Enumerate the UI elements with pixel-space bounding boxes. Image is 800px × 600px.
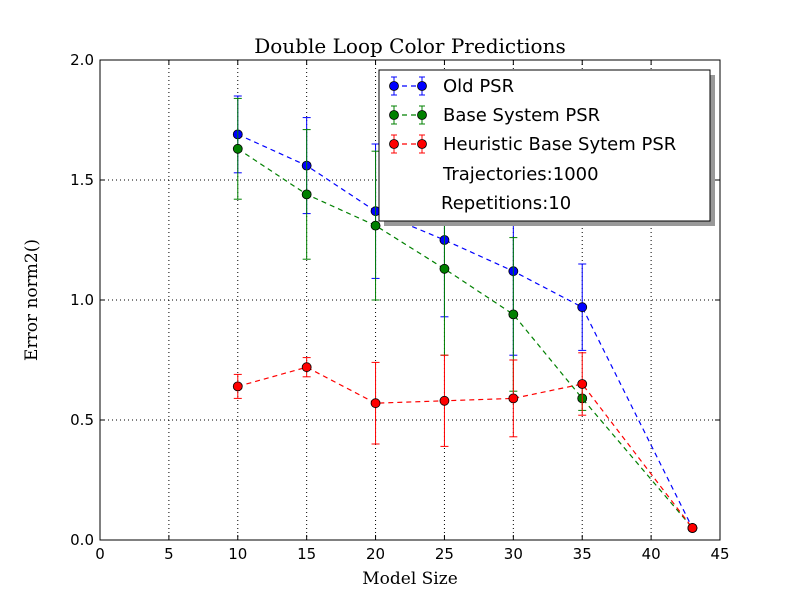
y-tick-label: 0.5 <box>70 411 94 429</box>
x-axis-label: Model Size <box>362 569 458 589</box>
legend-repetitions: Repetitions:10 <box>441 193 571 214</box>
data-point <box>577 379 588 389</box>
legend-entry-1: Base System PSR <box>389 105 600 126</box>
x-tick-label: 20 <box>366 545 385 563</box>
x-tick-label: 15 <box>297 545 316 563</box>
data-point <box>301 362 312 373</box>
legend-label: Heuristic Base Sytem PSR <box>443 134 676 155</box>
x-tick-label: 40 <box>642 545 661 563</box>
y-tick-label: 1.5 <box>70 171 94 189</box>
x-tick-label: 45 <box>710 545 729 563</box>
series-layer <box>232 95 698 533</box>
legend-label: Old PSR <box>443 76 514 97</box>
legend-marker <box>389 81 399 91</box>
x-tick-label: 10 <box>228 545 247 563</box>
y-tick-label: 1.0 <box>70 291 94 309</box>
data-point <box>687 523 698 533</box>
legend-entry-0: Old PSR <box>389 76 514 97</box>
legend-marker <box>389 139 399 149</box>
x-tick-label: 30 <box>504 545 523 563</box>
legend-marker <box>389 110 399 120</box>
y-tick-label: 2.0 <box>70 51 94 69</box>
legend-marker <box>417 81 427 91</box>
legend-label: Base System PSR <box>443 105 600 126</box>
x-tick-label: 0 <box>95 545 105 563</box>
data-point <box>232 143 243 154</box>
legend-entry-2: Heuristic Base Sytem PSR <box>389 134 676 155</box>
x-tick-label: 35 <box>573 545 592 563</box>
legend-box <box>378 69 711 222</box>
legend-trajectories: Trajectories:1000 <box>442 164 599 185</box>
data-point <box>232 381 243 392</box>
data-point <box>508 393 519 404</box>
legend-entries: Old PSR Base System PSR Heuristic Base Syt… <box>389 76 676 155</box>
data-point <box>439 263 450 274</box>
data-point <box>370 398 381 409</box>
data-point <box>577 302 588 313</box>
legend-marker <box>417 139 427 149</box>
data-point <box>508 309 519 320</box>
y-axis-label: Error norm2() <box>22 239 42 361</box>
data-point <box>301 189 312 200</box>
x-tick-label: 5 <box>164 545 174 563</box>
data-point <box>439 395 450 406</box>
ticks: 0 5 10 15 20 25 30 35 40 45 0.0 0.5 1.0 1.5 2.0 <box>70 51 729 563</box>
chart-title: Double Loop Color Predictions <box>254 34 565 58</box>
x-tick-label: 25 <box>435 545 454 563</box>
legend: Old PSR Base System PSR Heuristic Base Syt… <box>378 69 715 226</box>
series-2 <box>232 352 698 533</box>
data-point <box>370 220 381 231</box>
legend-marker <box>417 110 427 120</box>
y-tick-label: 0.0 <box>70 531 94 549</box>
